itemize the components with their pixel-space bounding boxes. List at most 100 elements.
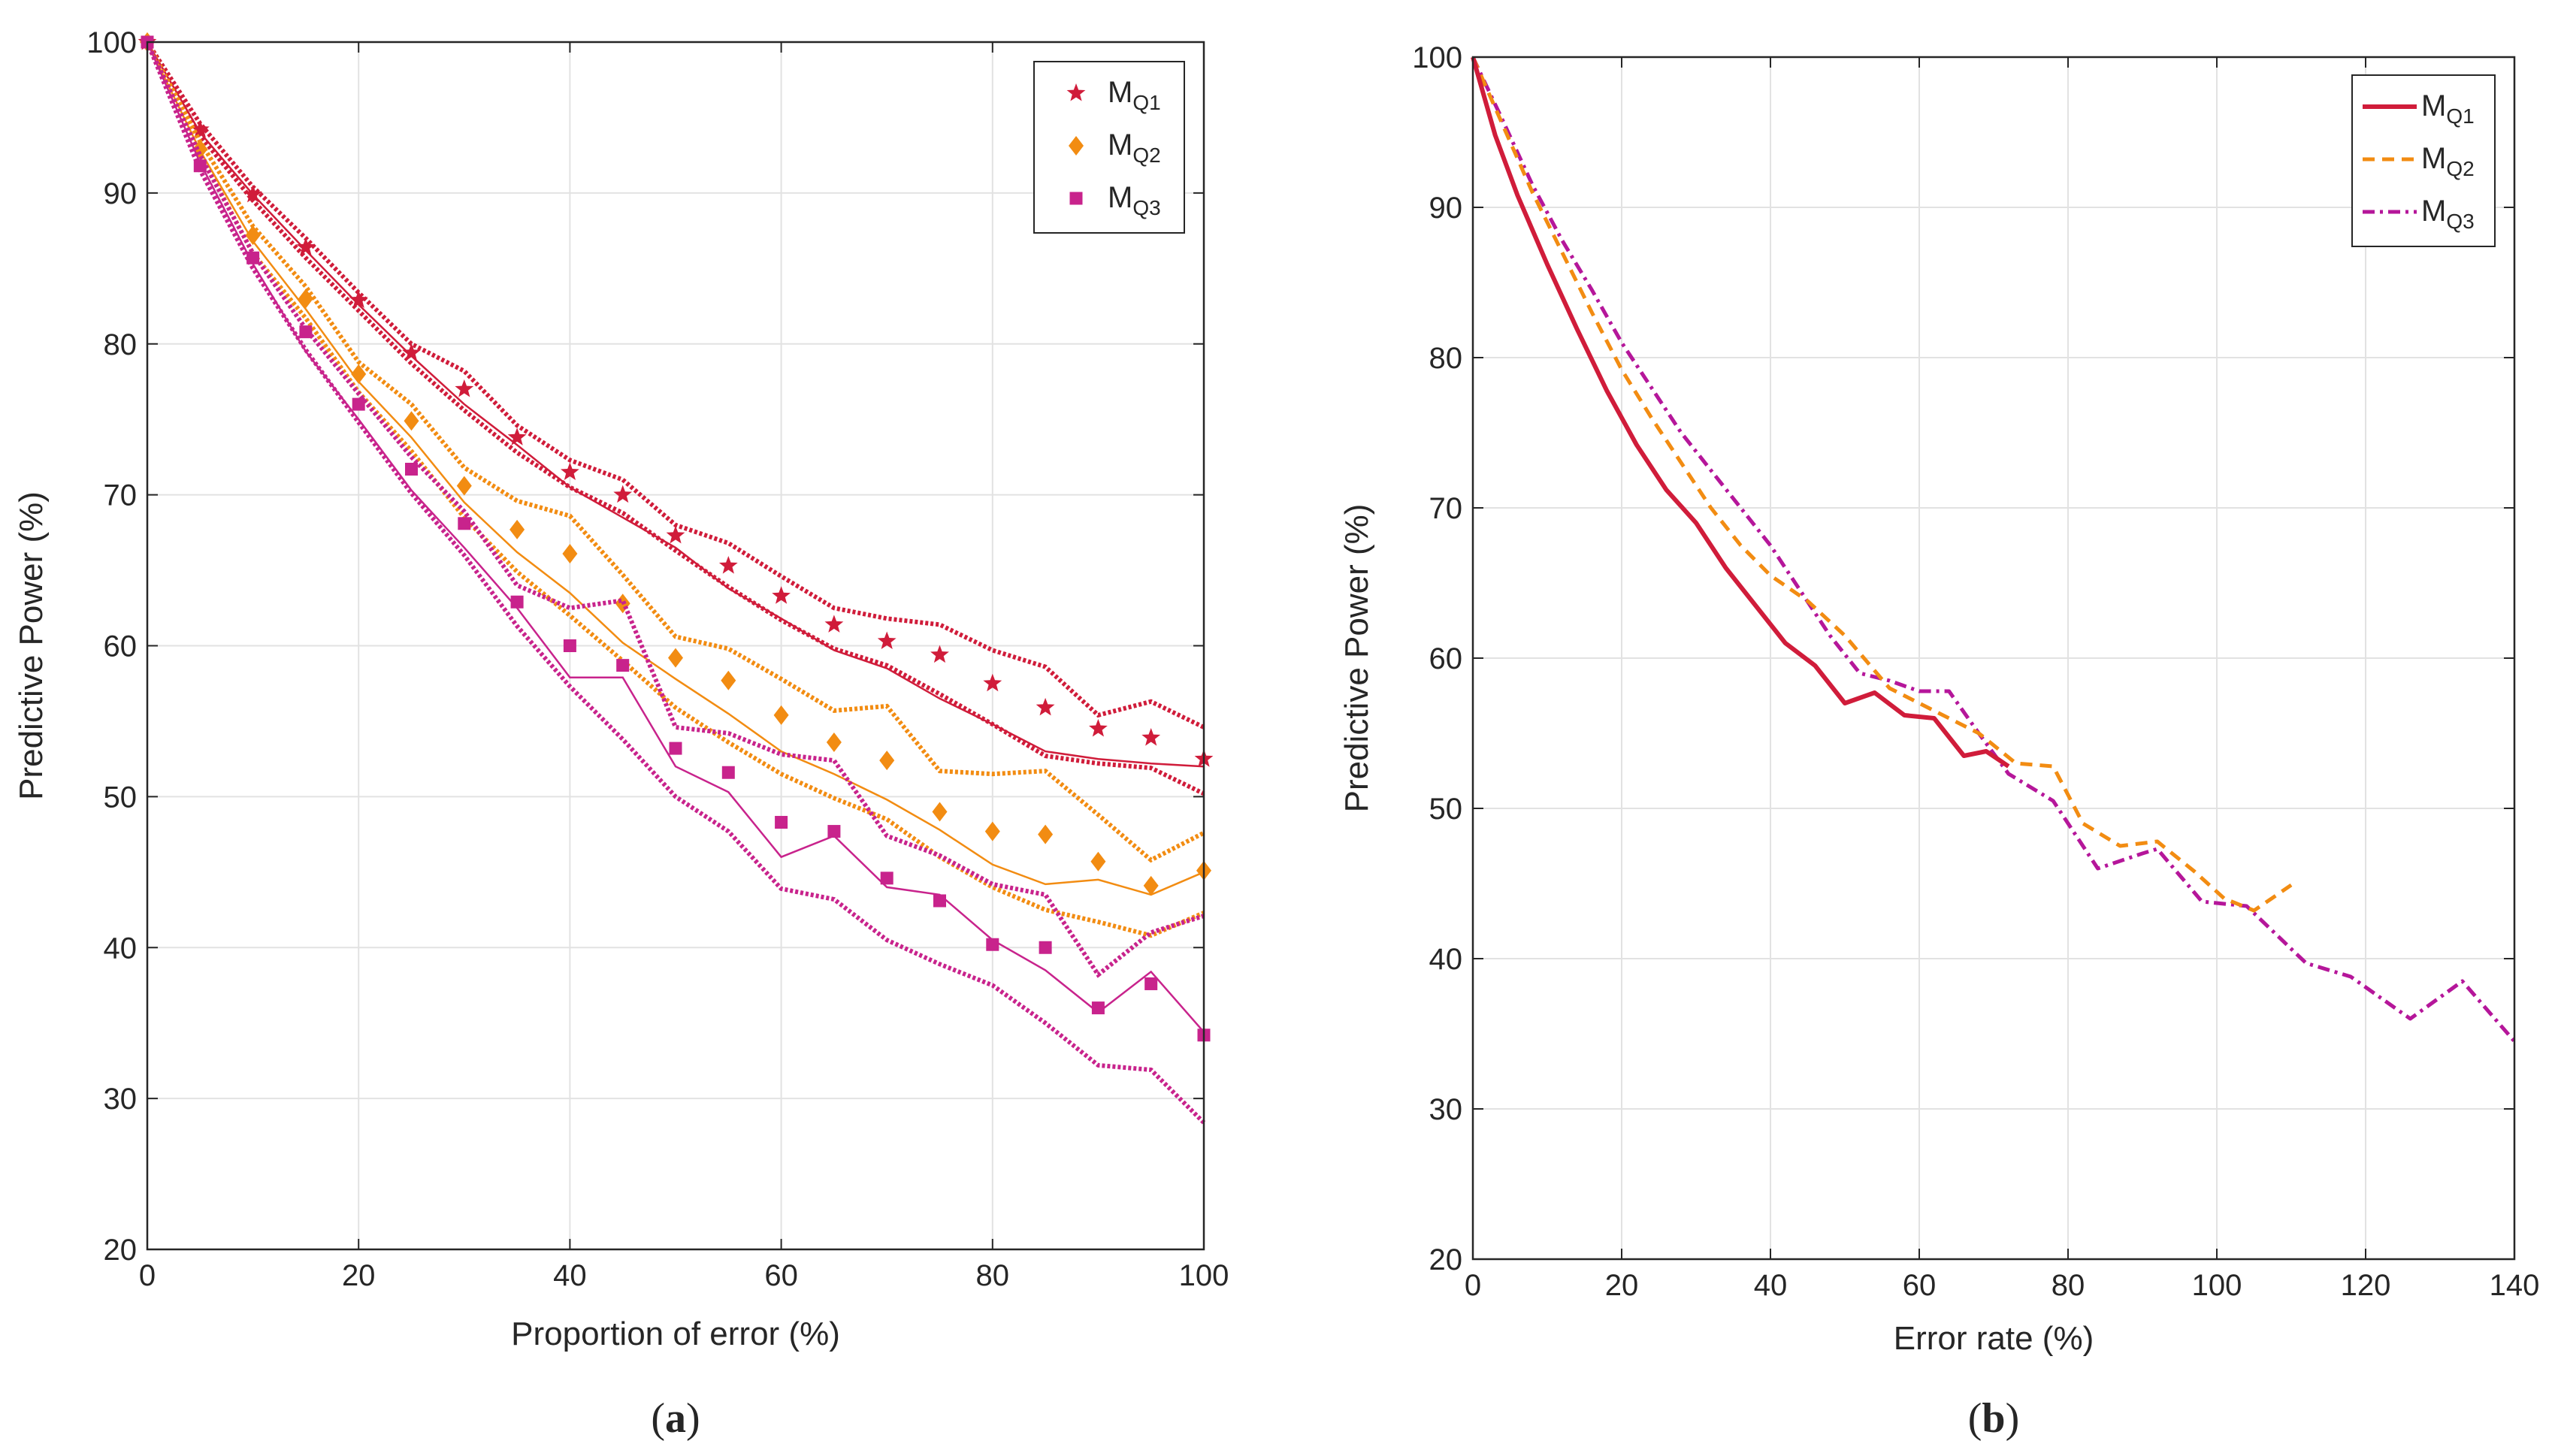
a-series-q3-marker [827,825,841,838]
a-legend-marker-q3 [1069,192,1083,205]
a-legend-marker-q2 [1069,136,1084,156]
b-x-tick-label: 140 [2490,1269,2540,1302]
a-series-q3-marker [880,871,893,885]
a-series-q2-marker [404,411,419,431]
a-y-tick-label: 20 [104,1234,138,1267]
a-x-tick-label: 60 [764,1259,798,1292]
a-series-q1-marker [243,184,262,203]
b-y-tick-label: 70 [1429,492,1463,525]
a-x-tick-label: 80 [976,1259,1010,1292]
a-series-q1-lower-bound [145,41,1205,796]
a-series-q2-marker [298,288,313,309]
a-series-q2-marker [1038,824,1054,844]
a-series-q1-marker [772,586,791,604]
a-legend-box [1033,61,1185,234]
b-x-tick-label: 0 [1465,1269,1481,1302]
a-series-q3-marker [616,659,630,672]
a-series-q3-marker [299,325,313,339]
a-axes-frame [146,41,1205,1251]
a-series-q3-marker [563,639,576,652]
a-series-q1-marker [666,525,685,544]
a-series-q1-marker [718,556,738,574]
a-series-q2-marker [826,733,842,753]
a-series-q3-marker [405,462,418,476]
b-legend: MQ1 MQ2 MQ3 [2351,74,2496,247]
a-series-q3-marker [352,397,365,411]
b-legend-label-q3: MQ3 [2421,195,2475,233]
b-y-axis-label: Predictive Power (%) [1338,504,1375,813]
a-x-axis-label: Proportion of error (%) [511,1316,840,1352]
a-series-q3-marker [721,766,735,779]
a-x-tick-label: 20 [342,1259,376,1292]
b-legend-label-q2: MQ2 [2421,142,2475,180]
a-series-q1-marker [1036,697,1055,716]
b-x-tick-label: 80 [2052,1269,2085,1302]
a-y-tick-label: 100 [86,26,137,59]
b-x-tick-label: 120 [2341,1269,2391,1302]
a-series-q1-marker [613,485,633,503]
a-series-q1-marker [930,645,949,663]
a-series-q1-marker [402,343,421,361]
a-x-tick-label: 40 [553,1259,587,1292]
a-series-q3-upper-bound [145,41,1205,978]
b-y-tick-label: 90 [1429,192,1463,225]
b-axes-frame [1471,56,2516,1261]
a-series-q2-marker [668,648,683,668]
a-x-tick-label: 100 [1179,1259,1229,1292]
a-series-q1-marker [983,673,1002,692]
a-series-q3-marker [775,816,788,829]
b-y-tick-label: 40 [1429,943,1463,976]
a-series-q1-marker [190,119,210,137]
a-series-q1-line [146,41,1205,768]
b-x-tick-label: 60 [1903,1269,1937,1302]
a-y-tick-label: 90 [104,177,138,210]
a-series-q3-marker [1039,941,1052,954]
a-y-tick-label: 80 [104,328,138,361]
a-series-q3-marker [986,938,999,951]
a-series-q3-marker [1144,977,1158,990]
a-series-q2-marker [351,364,367,384]
b-y-tick-label: 60 [1429,642,1463,675]
a-y-tick-label: 40 [104,932,138,965]
a-legend: MQ1 MQ2 MQ3 [1033,61,1185,234]
a-x-tick-label: 0 [139,1259,156,1292]
a-series-q3-line [146,41,1205,1033]
a-series-q2-marker [932,802,948,822]
a-series-q2-marker [456,476,472,496]
a-series-q2-marker [245,225,261,246]
a-series-q1-upper-bound [145,41,1205,730]
chart-panel-a: 0 20 40 60 80 1002030405060708090100MQ1MQ2MQ3… [13,26,1229,1442]
a-series-q3-marker [510,595,524,609]
a-series-q1-marker [824,615,844,633]
a-series-q3-marker [193,159,207,173]
a-series-q3-marker [458,517,471,530]
a-series-q2-marker [984,821,1000,841]
a-series-q1-marker [455,379,474,397]
b-x-axis-label: Error rate (%) [1894,1320,2094,1357]
b-y-tick-label: 20 [1429,1243,1463,1276]
a-y-tick-label: 30 [104,1083,138,1116]
b-y-tick-label: 80 [1429,342,1463,375]
a-series-q2-marker [562,543,578,563]
a-series-q2-marker [721,670,736,690]
a-y-tick-label: 70 [104,479,138,512]
b-y-tick-label: 30 [1429,1093,1463,1126]
b-x-tick-label: 100 [2192,1269,2242,1302]
a-series-q3-marker [933,894,946,908]
a-series-q2-upper-bound [145,41,1205,863]
a-series-q3-marker [246,251,260,264]
a-series-q3-marker [1091,1001,1105,1015]
a-legend-label-q3: MQ3 [1108,181,1161,219]
a-series-q1-marker [507,427,527,446]
b-series-q3-line [1471,56,2516,1043]
b-legend-box [2351,74,2496,247]
a-legend-label-q1: MQ1 [1108,76,1161,114]
a-series-q1-marker [877,631,897,649]
a-y-tick-label: 50 [104,781,138,814]
b-y-tick-label: 100 [1412,41,1462,74]
b-legend-label-q1: MQ1 [2421,89,2475,128]
a-series-q1-marker [296,237,316,255]
b-series-q2-line [1471,56,2293,913]
a-series-q1-marker [1141,728,1161,746]
b-x-tick-label: 20 [1605,1269,1639,1302]
